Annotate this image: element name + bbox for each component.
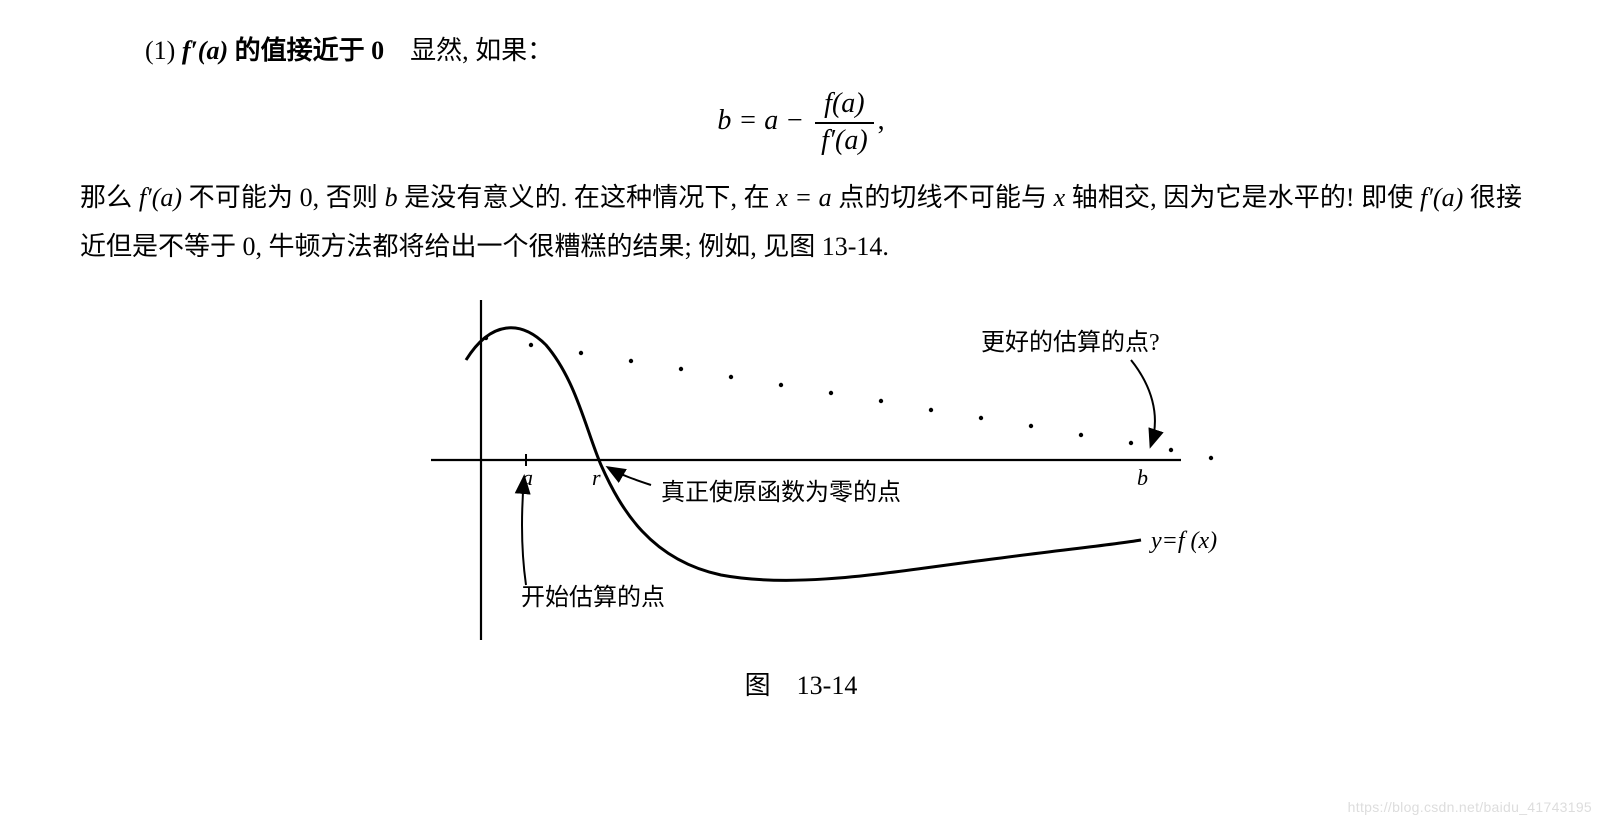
svg-text:真正使原函数为零的点: 真正使原函数为零的点 — [661, 479, 901, 506]
watermark: https://blog.csdn.net/baidu_41743195 — [1348, 799, 1592, 815]
item-number: (1) — [145, 36, 182, 65]
math-x: x — [1054, 183, 1066, 212]
text-tail: 显然, 如果： — [384, 36, 553, 65]
t: 那么 — [80, 183, 139, 212]
svg-text:开始估算的点: 开始估算的点 — [521, 584, 665, 611]
text-mid: 的值接近于 — [228, 36, 371, 65]
svg-text:b: b — [1137, 465, 1148, 490]
formula-lhs: b = a − — [717, 106, 811, 137]
math-fpa: f′(a) — [182, 36, 228, 65]
t: 是没有意义的. 在这种情况下, 在 — [398, 183, 777, 212]
formula-newton-step: b = a − f(a)f′(a), — [80, 89, 1522, 157]
math-b: b — [385, 183, 398, 212]
text-zero: 0 — [371, 36, 384, 65]
t: 不可能为 0, 否则 — [182, 183, 385, 212]
paragraph-intro: (1) f′(a) 的值接近于 0 显然, 如果： — [80, 26, 1522, 75]
formula-comma: , — [878, 106, 885, 137]
math-fpa2: f′(a) — [139, 183, 182, 212]
formula-fraction: f(a)f′(a) — [815, 89, 874, 157]
paragraph-explanation: 那么 f′(a) 不可能为 0, 否则 b 是没有意义的. 在这种情况下, 在 … — [80, 173, 1522, 272]
figure-caption: 图 13-14 — [80, 665, 1522, 702]
figure-13-14: arb更好的估算的点?真正使原函数为零的点开始估算的点y=f (x) — [361, 290, 1241, 650]
figure-13-14-wrap: arb更好的估算的点?真正使原函数为零的点开始估算的点y=f (x) 图 13-… — [80, 290, 1522, 702]
t: 轴相交, 因为它是水平的! 即使 — [1065, 183, 1420, 212]
math-xa: x = a — [776, 183, 831, 212]
svg-text:y=f (x): y=f (x) — [1149, 528, 1217, 554]
svg-text:r: r — [592, 465, 601, 490]
svg-text:更好的估算的点?: 更好的估算的点? — [981, 329, 1160, 356]
math-fpa3: f′(a) — [1420, 183, 1463, 212]
formula-denominator: f′(a) — [815, 124, 874, 157]
t: 点的切线不可能与 — [832, 183, 1054, 212]
formula-numerator: f(a) — [815, 89, 874, 124]
